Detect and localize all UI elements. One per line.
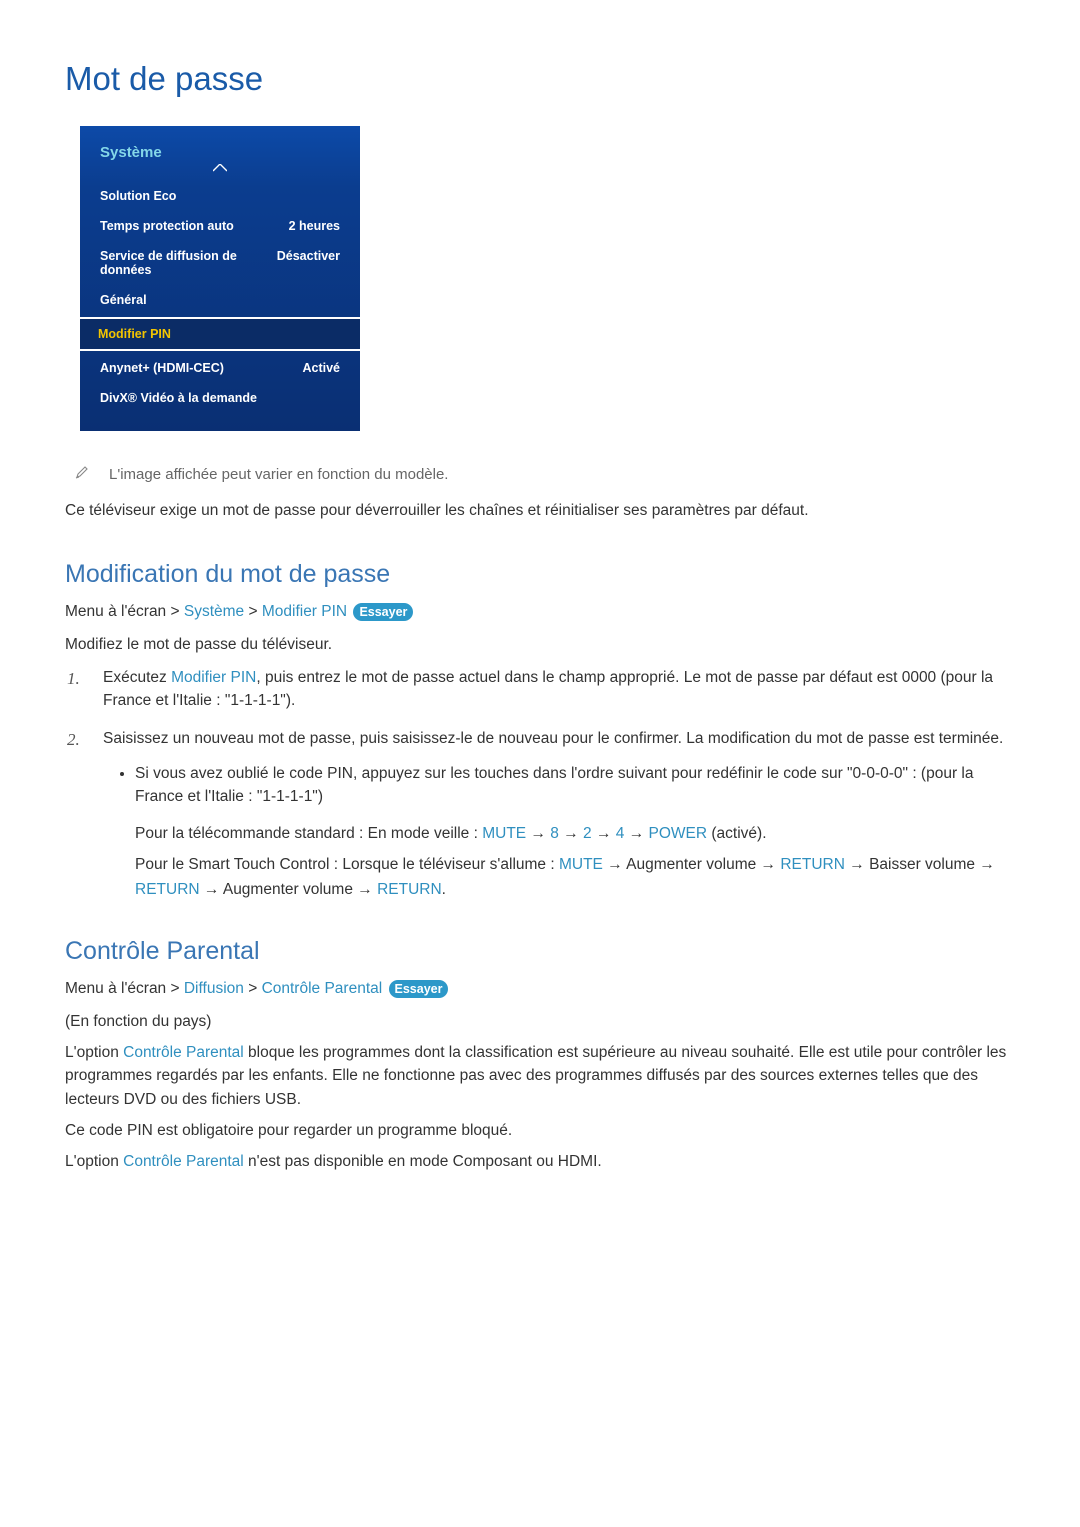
menu-item-label: Service de diffusion de données bbox=[100, 249, 277, 277]
remote-label: Pour la télécommande standard bbox=[135, 825, 355, 842]
key-label: RETURN bbox=[780, 856, 845, 873]
key-label: RETURN bbox=[135, 881, 200, 898]
key-label: 4 bbox=[616, 825, 625, 842]
paragraph: L'option Contrôle Parental n'est pas dis… bbox=[65, 1150, 1015, 1173]
menu-item: Temps protection auto 2 heures bbox=[80, 211, 360, 241]
text: L'option bbox=[65, 1153, 123, 1170]
section-title: Modification du mot de passe bbox=[65, 560, 1015, 589]
paragraph: L'option Contrôle Parental bloque les pr… bbox=[65, 1041, 1015, 1111]
path-sep: > bbox=[244, 603, 262, 620]
step-item: Exécutez Modifier PIN, puis entrez le mo… bbox=[93, 666, 1015, 713]
steps-list: Exécutez Modifier PIN, puis entrez le mo… bbox=[65, 666, 1015, 903]
menu-item-value: 2 heures bbox=[289, 219, 340, 233]
menu-item: Service de diffusion de données Désactiv… bbox=[80, 241, 360, 285]
try-now-badge: Essayer bbox=[389, 980, 449, 998]
menu-item-label: DivX® Vidéo à la demande bbox=[100, 391, 257, 405]
text: → Baisser volume → bbox=[845, 856, 995, 873]
menu-item-selected: Modifier PIN bbox=[80, 317, 360, 351]
path-prefix: Menu à l'écran > bbox=[65, 603, 184, 620]
text: Exécutez bbox=[103, 669, 171, 686]
menu-path: Menu à l'écran > Diffusion > Contrôle Pa… bbox=[65, 980, 1015, 998]
menu-item: Général bbox=[80, 285, 360, 315]
menu-item-label: Solution Eco bbox=[100, 189, 176, 203]
lead-text: Modifiez le mot de passe du téléviseur. bbox=[65, 633, 1015, 656]
menu-item: Anynet+ (HDMI-CEC) Activé bbox=[80, 353, 360, 383]
note-text: L'image affichée peut varier en fonction… bbox=[109, 466, 448, 483]
key-label: POWER bbox=[649, 825, 708, 842]
text: L'option bbox=[65, 1044, 123, 1061]
page-title: Mot de passe bbox=[65, 60, 1015, 98]
paragraph: Ce code PIN est obligatoire pour regarde… bbox=[65, 1119, 1015, 1142]
text: Saisissez un nouveau mot de passe, puis … bbox=[103, 730, 1003, 747]
path-link: Système bbox=[184, 603, 244, 620]
key-label: RETURN bbox=[377, 881, 442, 898]
key-label: MUTE bbox=[482, 825, 526, 842]
remote-instruction: Pour le Smart Touch Control : Lorsque le… bbox=[135, 853, 1015, 903]
key-label: 8 bbox=[550, 825, 559, 842]
path-sep: > bbox=[244, 980, 262, 997]
inline-link: Contrôle Parental bbox=[123, 1044, 244, 1061]
text: . bbox=[442, 881, 446, 898]
menu-path: Menu à l'écran > Système > Modifier PIN … bbox=[65, 603, 1015, 621]
text: (activé). bbox=[707, 825, 766, 842]
text: → Augmenter volume → bbox=[200, 881, 377, 898]
text: : Lorsque le téléviseur s'allume : bbox=[329, 856, 559, 873]
menu-item-label: Modifier PIN bbox=[98, 327, 171, 341]
text: → Augmenter volume → bbox=[603, 856, 780, 873]
bullet-list: Si vous avez oublié le code PIN, appuyez… bbox=[103, 762, 1015, 809]
note-line: L'image affichée peut varier en fonction… bbox=[65, 461, 1015, 493]
system-menu-screenshot: Système Solution Eco Temps protection au… bbox=[80, 126, 360, 431]
document-page: Mot de passe Système Solution Eco Temps … bbox=[0, 0, 1080, 1281]
menu-item-label: Anynet+ (HDMI-CEC) bbox=[100, 361, 224, 375]
path-prefix: Menu à l'écran > bbox=[65, 980, 184, 997]
remote-label: Pour le Smart Touch Control bbox=[135, 856, 329, 873]
path-link: Diffusion bbox=[184, 980, 244, 997]
path-link: Modifier PIN bbox=[262, 603, 347, 620]
pencil-icon bbox=[75, 465, 89, 483]
bullet-item: Si vous avez oublié le code PIN, appuyez… bbox=[135, 762, 1015, 809]
path-link: Contrôle Parental bbox=[262, 980, 383, 997]
key-label: MUTE bbox=[559, 856, 603, 873]
text: : En mode veille : bbox=[355, 825, 483, 842]
key-label: 2 bbox=[583, 825, 592, 842]
inline-link: Contrôle Parental bbox=[123, 1153, 244, 1170]
menu-item-value: Désactiver bbox=[277, 249, 340, 277]
menu-item: DivX® Vidéo à la demande bbox=[80, 383, 360, 413]
menu-item-value: Activé bbox=[302, 361, 340, 375]
text: n'est pas disponible en mode Composant o… bbox=[244, 1153, 602, 1170]
country-note: (En fonction du pays) bbox=[65, 1010, 1015, 1033]
menu-item-label: Général bbox=[100, 293, 147, 307]
menu-item-label: Temps protection auto bbox=[100, 219, 234, 233]
caret-up-icon bbox=[80, 163, 360, 175]
try-now-badge: Essayer bbox=[353, 603, 413, 621]
section-title: Contrôle Parental bbox=[65, 937, 1015, 966]
remote-instruction: Pour la télécommande standard : En mode … bbox=[135, 822, 1015, 847]
intro-paragraph: Ce téléviseur exige un mot de passe pour… bbox=[65, 501, 1015, 522]
inline-link: Modifier PIN bbox=[171, 669, 256, 686]
step-item: Saisissez un nouveau mot de passe, puis … bbox=[93, 727, 1015, 903]
menu-item: Solution Eco bbox=[80, 181, 360, 211]
